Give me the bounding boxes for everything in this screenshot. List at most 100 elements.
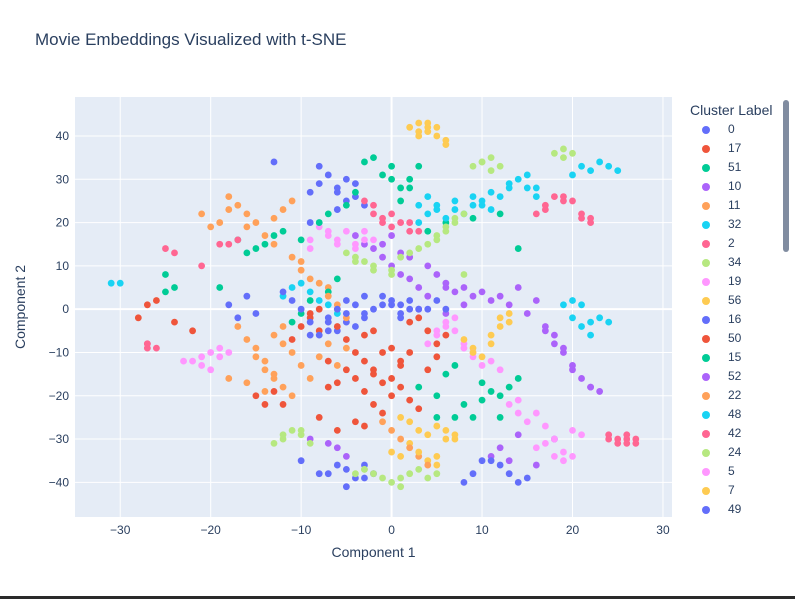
point-cluster-42 xyxy=(397,219,405,226)
point-cluster-42 xyxy=(560,197,567,205)
point-cluster-17 xyxy=(315,414,323,421)
legend-item-34[interactable]: 34 xyxy=(686,254,776,272)
legend-item-19[interactable]: 19 xyxy=(686,273,776,291)
legend-item-51[interactable]: 51 xyxy=(686,159,776,177)
point-cluster-5 xyxy=(225,349,233,356)
point-cluster-52 xyxy=(397,271,405,278)
point-cluster-22 xyxy=(225,206,233,213)
y-tick-label: −20 xyxy=(49,389,70,403)
legend-label: 22 xyxy=(728,388,742,402)
point-cluster-2 xyxy=(198,262,206,270)
y-tick-label: 40 xyxy=(56,129,70,143)
legend-item-15[interactable]: 15 xyxy=(686,349,776,367)
legend-item-2[interactable]: 2 xyxy=(686,235,776,253)
point-cluster-51 xyxy=(415,383,423,391)
point-cluster-17 xyxy=(442,331,450,339)
point-cluster-49 xyxy=(388,301,395,309)
legend-item-24[interactable]: 24 xyxy=(686,444,776,462)
y-tick-label: −40 xyxy=(49,475,70,489)
point-cluster-42 xyxy=(379,219,386,226)
point-cluster-11 xyxy=(243,379,251,387)
point-cluster-17 xyxy=(433,340,441,348)
point-cluster-19 xyxy=(342,227,350,235)
point-cluster-22 xyxy=(424,461,432,469)
legend-item-17[interactable]: 17 xyxy=(686,140,776,158)
x-tick-label: 20 xyxy=(566,523,580,537)
legend-item-56[interactable]: 56 xyxy=(686,292,776,310)
point-cluster-34 xyxy=(270,439,278,447)
point-cluster-16 xyxy=(306,331,314,339)
point-cluster-0 xyxy=(270,158,278,166)
legend-item-50[interactable]: 50 xyxy=(686,330,776,348)
point-cluster-56 xyxy=(415,119,423,127)
legend-item-0[interactable]: 0 xyxy=(686,121,776,139)
point-cluster-51 xyxy=(451,414,459,421)
point-cluster-0 xyxy=(297,457,305,465)
legend-marker xyxy=(702,373,710,381)
point-cluster-5 xyxy=(532,409,540,417)
point-cluster-0 xyxy=(324,171,332,179)
point-cluster-24 xyxy=(560,154,567,162)
legend-item-42[interactable]: 42 xyxy=(686,425,776,443)
point-cluster-7 xyxy=(406,418,414,426)
point-cluster-42 xyxy=(551,193,558,200)
point-cluster-32 xyxy=(578,162,585,170)
point-cluster-10 xyxy=(424,262,432,270)
point-cluster-22 xyxy=(198,210,206,218)
legend-item-5[interactable]: 5 xyxy=(686,463,776,481)
point-cluster-0 xyxy=(315,470,323,478)
legend-item-7[interactable]: 7 xyxy=(686,482,776,500)
point-cluster-0 xyxy=(243,292,251,300)
point-cluster-15 xyxy=(388,175,395,183)
legend-item-32[interactable]: 32 xyxy=(686,216,776,234)
point-cluster-48 xyxy=(315,297,323,304)
legend-item-11[interactable]: 11 xyxy=(686,197,776,215)
point-cluster-10 xyxy=(379,240,386,248)
point-cluster-5 xyxy=(496,366,504,374)
legend-item-48[interactable]: 48 xyxy=(686,406,776,424)
point-cluster-51 xyxy=(162,271,169,278)
legend-scrollbar[interactable] xyxy=(783,100,789,252)
legend-item-22[interactable]: 22 xyxy=(686,387,776,405)
legend-item-49[interactable]: 49 xyxy=(686,501,776,519)
legend-item-16[interactable]: 16 xyxy=(686,311,776,329)
point-cluster-11 xyxy=(279,340,287,348)
point-cluster-16 xyxy=(460,478,468,486)
point-cluster-24 xyxy=(397,474,405,482)
point-cluster-11 xyxy=(252,219,260,226)
point-cluster-34 xyxy=(406,249,414,257)
point-cluster-17 xyxy=(134,314,142,322)
legend-item-10[interactable]: 10 xyxy=(686,178,776,196)
point-cluster-32 xyxy=(587,167,594,175)
point-cluster-34 xyxy=(460,271,468,278)
point-cluster-15 xyxy=(315,219,323,226)
point-cluster-5 xyxy=(306,236,314,244)
point-cluster-50 xyxy=(333,323,341,330)
point-cluster-0 xyxy=(315,162,323,170)
point-cluster-17 xyxy=(361,388,368,395)
point-cluster-19 xyxy=(505,401,513,408)
point-cluster-51 xyxy=(243,249,251,257)
point-cluster-48 xyxy=(587,331,594,339)
point-cluster-42 xyxy=(532,210,540,218)
point-cluster-11 xyxy=(234,201,242,209)
point-cluster-11 xyxy=(288,392,296,400)
point-cluster-24 xyxy=(433,232,441,239)
point-cluster-50 xyxy=(261,401,269,408)
point-cluster-34 xyxy=(361,258,368,265)
point-cluster-15 xyxy=(487,388,495,395)
point-cluster-22 xyxy=(379,418,386,426)
point-cluster-10 xyxy=(478,288,486,296)
legend-item-52[interactable]: 52 xyxy=(686,368,776,386)
point-cluster-52 xyxy=(541,323,549,330)
point-cluster-50 xyxy=(333,379,341,387)
point-cluster-16 xyxy=(315,180,323,187)
point-cluster-15 xyxy=(352,188,359,196)
point-cluster-19 xyxy=(523,418,531,426)
point-cluster-2 xyxy=(370,201,377,209)
point-cluster-11 xyxy=(270,214,278,222)
point-cluster-16 xyxy=(397,301,405,309)
point-cluster-7 xyxy=(487,331,495,339)
point-cluster-0 xyxy=(225,301,233,309)
point-cluster-49 xyxy=(361,314,368,322)
